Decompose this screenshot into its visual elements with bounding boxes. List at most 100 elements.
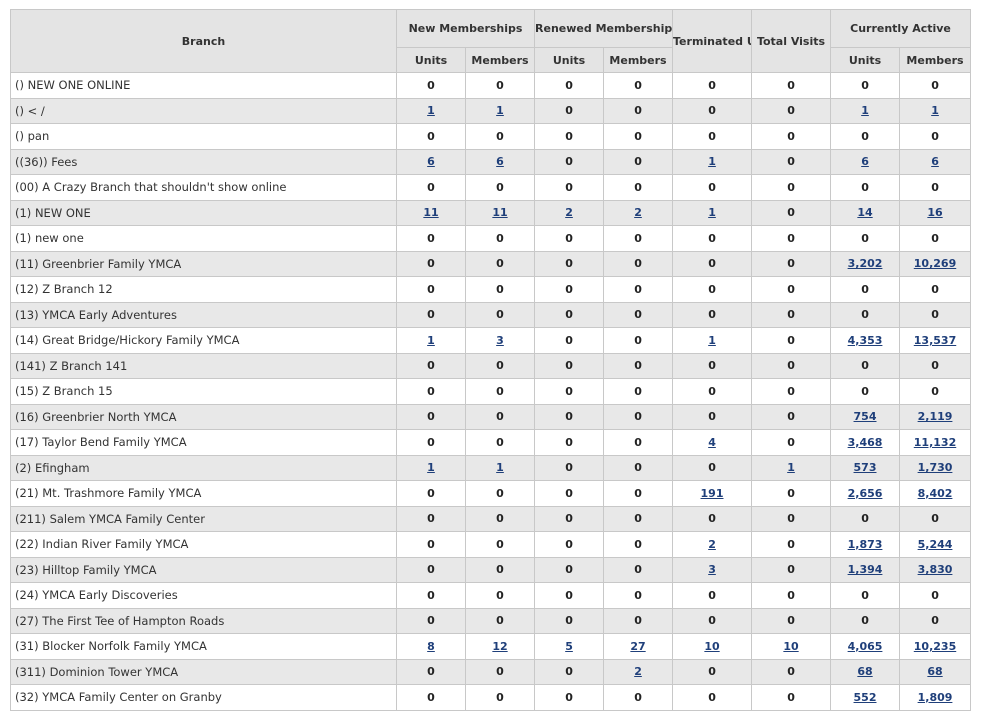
- new-members-header[interactable]: Members: [464, 47, 536, 73]
- renewed-units-cell: 0: [534, 276, 605, 303]
- total-visits-cell: 0: [751, 72, 832, 99]
- active-units-link[interactable]: 1: [861, 104, 869, 118]
- terminated-units-cell: 0: [672, 225, 753, 252]
- terminated-units-link[interactable]: 4: [708, 435, 716, 449]
- renewed-units-value: 0: [565, 282, 573, 296]
- total-visits-cell: 0: [751, 556, 832, 583]
- active-units-link[interactable]: 754: [853, 410, 877, 424]
- renewed-units-header[interactable]: Units: [534, 47, 605, 73]
- active-units-value: 0: [861, 129, 869, 143]
- terminated-units-link[interactable]: 191: [700, 486, 724, 500]
- active-members-link[interactable]: 10,269: [913, 257, 957, 271]
- active-units-link[interactable]: 14: [857, 206, 873, 220]
- renewed-units-link[interactable]: 2: [565, 206, 573, 220]
- new-members-link[interactable]: 1: [496, 104, 504, 118]
- new-members-value: 0: [496, 384, 504, 398]
- terminated-units-link[interactable]: 2: [708, 537, 716, 551]
- renewed-members-link[interactable]: 2: [634, 206, 642, 220]
- active-units-link[interactable]: 68: [857, 665, 873, 679]
- active-members-link[interactable]: 13,537: [913, 333, 957, 347]
- active-units-link[interactable]: 573: [853, 461, 877, 475]
- active-units-link[interactable]: 4,353: [847, 333, 883, 347]
- active-members-link[interactable]: 2,119: [917, 410, 953, 424]
- table-row: (32) YMCA Family Center on Granby 0 0 0 0 0 0 5…: [10, 684, 972, 711]
- active-members-cell: 8,402: [899, 480, 972, 507]
- active-members-link[interactable]: 11,132: [913, 435, 957, 449]
- total-visits-link[interactable]: 1: [787, 461, 795, 475]
- active-units-link[interactable]: 1,873: [847, 537, 883, 551]
- terminated-units-cell: 0: [672, 352, 753, 379]
- active-members-link[interactable]: 10,235: [913, 639, 957, 653]
- renewed-units-link[interactable]: 5: [565, 639, 573, 653]
- total-visits-cell: 0: [751, 327, 832, 354]
- table-row: (12) Z Branch 12 0 0 0 0 0 0 0 0: [10, 276, 972, 303]
- active-members-link[interactable]: 1: [931, 104, 939, 118]
- active-members-link[interactable]: 5,244: [917, 537, 953, 551]
- total-visits-value: 0: [787, 231, 795, 245]
- total-visits-cell: 0: [751, 607, 832, 634]
- table-row: (15) Z Branch 15 0 0 0 0 0 0 0 0: [10, 378, 972, 405]
- renewed-members-cell: 0: [603, 480, 674, 507]
- new-members-link[interactable]: 11: [492, 206, 508, 220]
- terminated-units-header[interactable]: Terminated Units: [672, 9, 753, 73]
- active-members-link[interactable]: 1,730: [917, 461, 953, 475]
- total-visits-value: 0: [787, 282, 795, 296]
- new-units-link[interactable]: 1: [427, 104, 435, 118]
- active-units-link[interactable]: 2,656: [847, 486, 883, 500]
- total-visits-link[interactable]: 10: [783, 639, 799, 653]
- active-members-link[interactable]: 6: [931, 155, 939, 169]
- active-members-link[interactable]: 3,830: [917, 563, 953, 577]
- terminated-units-cell: 0: [672, 72, 753, 99]
- active-members-cell: 68: [899, 658, 972, 685]
- new-units-header[interactable]: Units: [396, 47, 466, 73]
- branch-column-header[interactable]: Branch: [10, 9, 397, 73]
- active-units-link[interactable]: 552: [853, 690, 877, 704]
- renewed-members-link[interactable]: 2: [634, 665, 642, 679]
- new-members-link[interactable]: 3: [496, 333, 504, 347]
- terminated-units-link[interactable]: 10: [704, 639, 720, 653]
- terminated-units-cell: 0: [672, 378, 753, 405]
- new-units-link[interactable]: 1: [427, 333, 435, 347]
- terminated-units-link[interactable]: 3: [708, 563, 716, 577]
- active-members-link[interactable]: 68: [927, 665, 943, 679]
- total-visits-cell: 0: [751, 276, 832, 303]
- active-units-header[interactable]: Units: [830, 47, 901, 73]
- active-units-link[interactable]: 1,394: [847, 563, 883, 577]
- active-units-link[interactable]: 4,065: [847, 639, 883, 653]
- terminated-units-cell: 1: [672, 148, 753, 175]
- table-row: (211) Salem YMCA Family Center 0 0 0 0 0 0 0 0: [10, 505, 972, 532]
- new-units-link[interactable]: 6: [427, 155, 435, 169]
- new-members-link[interactable]: 6: [496, 155, 504, 169]
- renewed-members-link[interactable]: 27: [630, 639, 646, 653]
- active-members-link[interactable]: 8,402: [917, 486, 953, 500]
- terminated-units-link[interactable]: 1: [708, 155, 716, 169]
- terminated-units-cell: 0: [672, 250, 753, 277]
- new-members-cell: 0: [464, 607, 536, 634]
- new-members-cell: 1: [464, 454, 536, 481]
- terminated-units-link[interactable]: 1: [708, 333, 716, 347]
- terminated-units-link[interactable]: 1: [708, 206, 716, 220]
- new-units-link[interactable]: 8: [427, 639, 435, 653]
- new-members-value: 0: [496, 231, 504, 245]
- new-members-value: 0: [496, 614, 504, 628]
- new-units-link[interactable]: 11: [423, 206, 439, 220]
- renewed-members-value: 0: [634, 588, 642, 602]
- active-members-header[interactable]: Members: [899, 47, 972, 73]
- active-members-link[interactable]: 16: [927, 206, 943, 220]
- terminated-units-value: 0: [708, 180, 716, 194]
- active-units-link[interactable]: 3,202: [847, 257, 883, 271]
- renewed-members-header[interactable]: Members: [603, 47, 674, 73]
- new-members-link[interactable]: 1: [496, 461, 504, 475]
- renewed-members-cell: 0: [603, 684, 674, 711]
- active-units-link[interactable]: 6: [861, 155, 869, 169]
- renewed-units-cell: 0: [534, 658, 605, 685]
- active-members-link[interactable]: 1,809: [917, 690, 953, 704]
- new-members-link[interactable]: 12: [492, 639, 508, 653]
- new-members-value: 0: [496, 486, 504, 500]
- new-units-value: 0: [427, 563, 435, 577]
- active-units-link[interactable]: 3,468: [847, 435, 883, 449]
- total-visits-value: 0: [787, 206, 795, 220]
- total-visits-header[interactable]: Total Visits: [751, 9, 832, 73]
- table-row: (23) Hilltop Family YMCA 0 0 0 0 3 0 1,394 3,830: [10, 556, 972, 583]
- new-units-link[interactable]: 1: [427, 461, 435, 475]
